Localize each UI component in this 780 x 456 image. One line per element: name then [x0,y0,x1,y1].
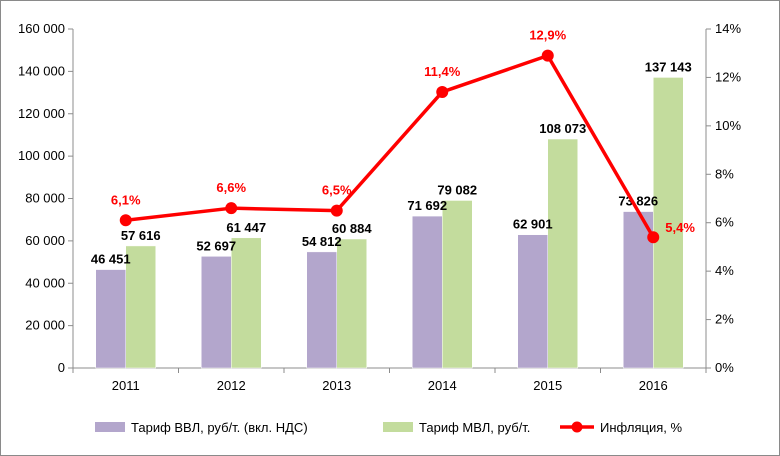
inflation-point-2014 [436,85,449,98]
inflation-data-label: 5,4% [665,220,695,235]
x-axis-tick-label: 2014 [428,378,457,393]
inflation-line [125,53,655,239]
bar-мвл-2016 [653,77,684,369]
right-axis-tick-label: 4% [715,263,734,278]
bar-data-label: 62 901 [513,217,553,232]
bar-ввл-2013 [306,251,337,369]
left-axis-tick-label: 60 000 [25,233,65,248]
left-axis-tick-label: 20 000 [25,318,65,333]
bar-data-label: 57 616 [121,228,161,243]
inflation-data-label: 6,6% [216,180,246,195]
bar-data-label: 73 826 [618,194,658,209]
inflation-data-label: 11,4% [424,64,461,79]
bar-data-label: 108 073 [539,121,586,136]
legend-marker [571,421,583,433]
bar-data-label: 61 447 [226,220,266,235]
left-axis-tick-label: 0 [58,360,65,375]
x-axis-tick-label: 2015 [533,378,562,393]
bar-data-label: 60 884 [332,221,373,236]
bar-мвл-2012 [231,237,262,369]
bar-data-label: 46 451 [91,252,131,267]
bar-мвл-2013 [336,238,367,369]
right-axis-tick-label: 6% [715,215,734,230]
left-axis-tick-label: 160 000 [18,21,65,36]
bar-ввл-2011 [95,269,126,369]
inflation-data-label: 12,9% [529,28,566,43]
inflation-point-2013 [330,204,343,217]
bar-ввл-2014 [412,215,443,369]
legend-label: Тариф МВЛ, руб/т. [419,420,530,435]
bar-мвл-2011 [125,245,156,369]
bar-data-label: 54 812 [302,234,342,249]
bar-мвл-2015 [547,138,578,369]
left-axis-tick-label: 40 000 [25,275,65,290]
bar-data-label: 52 697 [196,238,236,253]
legend-label: Тариф ВВЛ, руб/т. (вкл. НДС) [131,420,308,435]
bar-data-label: 71 692 [407,198,447,213]
left-axis-tick-label: 100 000 [18,148,65,163]
bar-data-label: 79 082 [437,182,477,197]
inflation-point-2016 [647,231,660,244]
right-axis-tick-label: 10% [715,118,741,133]
bar-ввл-2012 [201,256,232,369]
x-axis-tick-label: 2011 [112,378,140,393]
legend-swatch [95,422,125,432]
bar-ввл-2015 [517,234,548,369]
inflation-point-2012 [225,202,238,215]
x-axis-tick-label: 2013 [322,378,351,393]
x-axis-tick-label: 2012 [217,378,246,393]
left-axis-tick-label: 140 000 [18,63,65,78]
inflation-point-2015 [541,49,554,62]
bar-мвл-2014 [442,200,473,369]
inflation-point-2011 [119,214,132,227]
right-axis-tick-label: 2% [715,312,734,327]
right-axis-tick-label: 12% [715,69,741,84]
right-axis-tick-label: 0% [715,360,734,375]
inflation-data-label: 6,1% [111,192,141,207]
legend-label: Инфляция, % [600,420,683,435]
right-axis-tick-label: 14% [715,21,741,36]
left-axis-tick-label: 120 000 [18,106,65,121]
right-axis-tick-label: 8% [715,166,734,181]
bar-data-label: 137 143 [645,59,692,74]
left-axis-tick-label: 80 000 [25,191,65,206]
legend-swatch [383,422,413,432]
x-axis-tick-label: 2016 [639,378,668,393]
inflation-data-label: 6,5% [322,183,352,198]
